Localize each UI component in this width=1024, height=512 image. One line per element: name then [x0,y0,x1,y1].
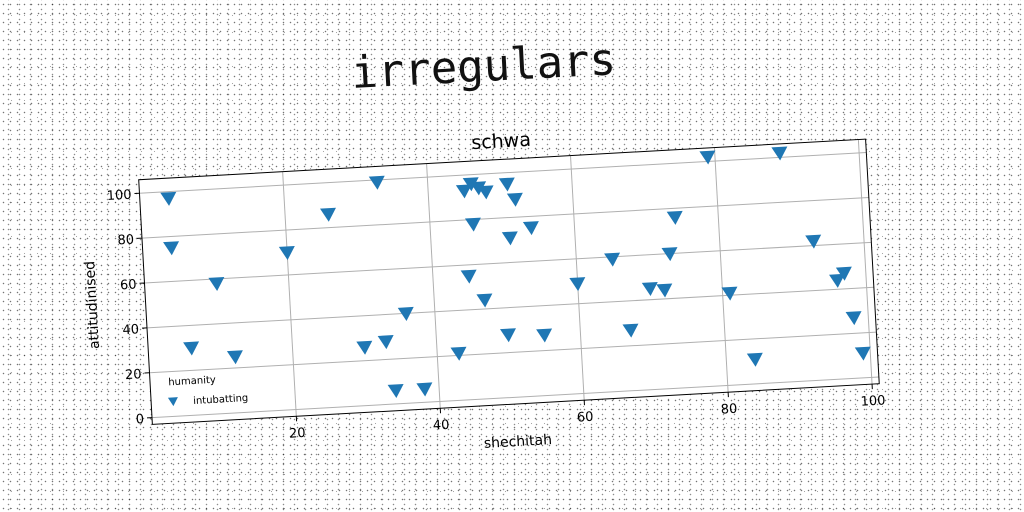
x-tick-label: 20 [289,426,306,442]
data-point [450,346,467,361]
data-point [656,283,673,298]
data-point [226,350,243,365]
legend-title: humanity [168,375,216,389]
y-tick-label: 60 [120,277,137,293]
y-tick-label: 20 [125,367,142,383]
x-grid-line [282,171,297,417]
x-tick-label: 80 [720,402,737,418]
data-point [208,276,225,292]
y-tick-label: 80 [117,233,134,249]
data-point [498,177,515,192]
x-grid-line [426,163,441,409]
x-grid-line [857,139,873,385]
data-point [356,340,373,355]
chart-container: 20 40 60 80 100 0 20 40 60 80 100 schwa shechitah att… [61,82,929,484]
data-point [501,231,518,246]
data-point [805,234,822,249]
y-tick-label: 100 [106,188,132,204]
y-grid-line [144,241,872,284]
data-point [721,286,738,301]
data-point [829,273,846,288]
data-point [397,306,414,321]
data-point [470,181,487,196]
data-point [604,252,621,267]
data-point [163,241,180,256]
data-point [845,311,862,326]
legend-label: intubatting [193,393,249,407]
data-point [476,293,493,308]
x-tick-label: 40 [433,418,450,434]
data-point [854,346,871,361]
chart-title: schwa [471,129,532,154]
scatter-chart: 20 40 60 80 100 0 20 40 60 80 100 schwa shechitah att… [82,129,886,452]
data-point [455,184,472,199]
x-grid-line [713,147,729,393]
y-tick-label: 40 [122,322,139,338]
data-point [368,175,385,190]
data-point [522,221,539,236]
y-grid-line [149,331,877,374]
data-point [506,192,523,207]
data-point [160,191,177,206]
data-point [622,323,639,338]
data-point [536,328,553,343]
data-point [183,341,200,356]
data-point [661,247,678,262]
data-point [746,352,763,367]
legend-marker [167,397,178,407]
y-tick-label: 0 [135,412,144,427]
x-tick-label: 100 [860,393,886,409]
data-point [278,246,295,261]
data-point [835,266,852,281]
data-point [699,150,716,165]
data-point [569,277,586,292]
figure-suptitle: irregulars [350,34,618,99]
data-point [320,207,336,222]
x-tick-label: 60 [576,410,593,426]
data-point [666,210,683,225]
data-point [460,269,477,284]
y-grid-line [146,286,874,329]
data-point [387,384,404,399]
data-point [377,335,394,350]
data-point [500,328,516,343]
y-grid-line [139,152,867,194]
data-point [641,282,658,297]
y-grid-line [151,376,879,419]
plot-frame [138,138,880,425]
data-point [771,146,788,161]
y-grid-line [141,196,869,239]
x-axis-label: shechitah [483,432,552,452]
data-point [462,177,479,192]
data-point [416,382,433,397]
data-point [477,185,494,200]
data-point [464,217,481,232]
y-axis-label: attitudinised [82,261,103,350]
